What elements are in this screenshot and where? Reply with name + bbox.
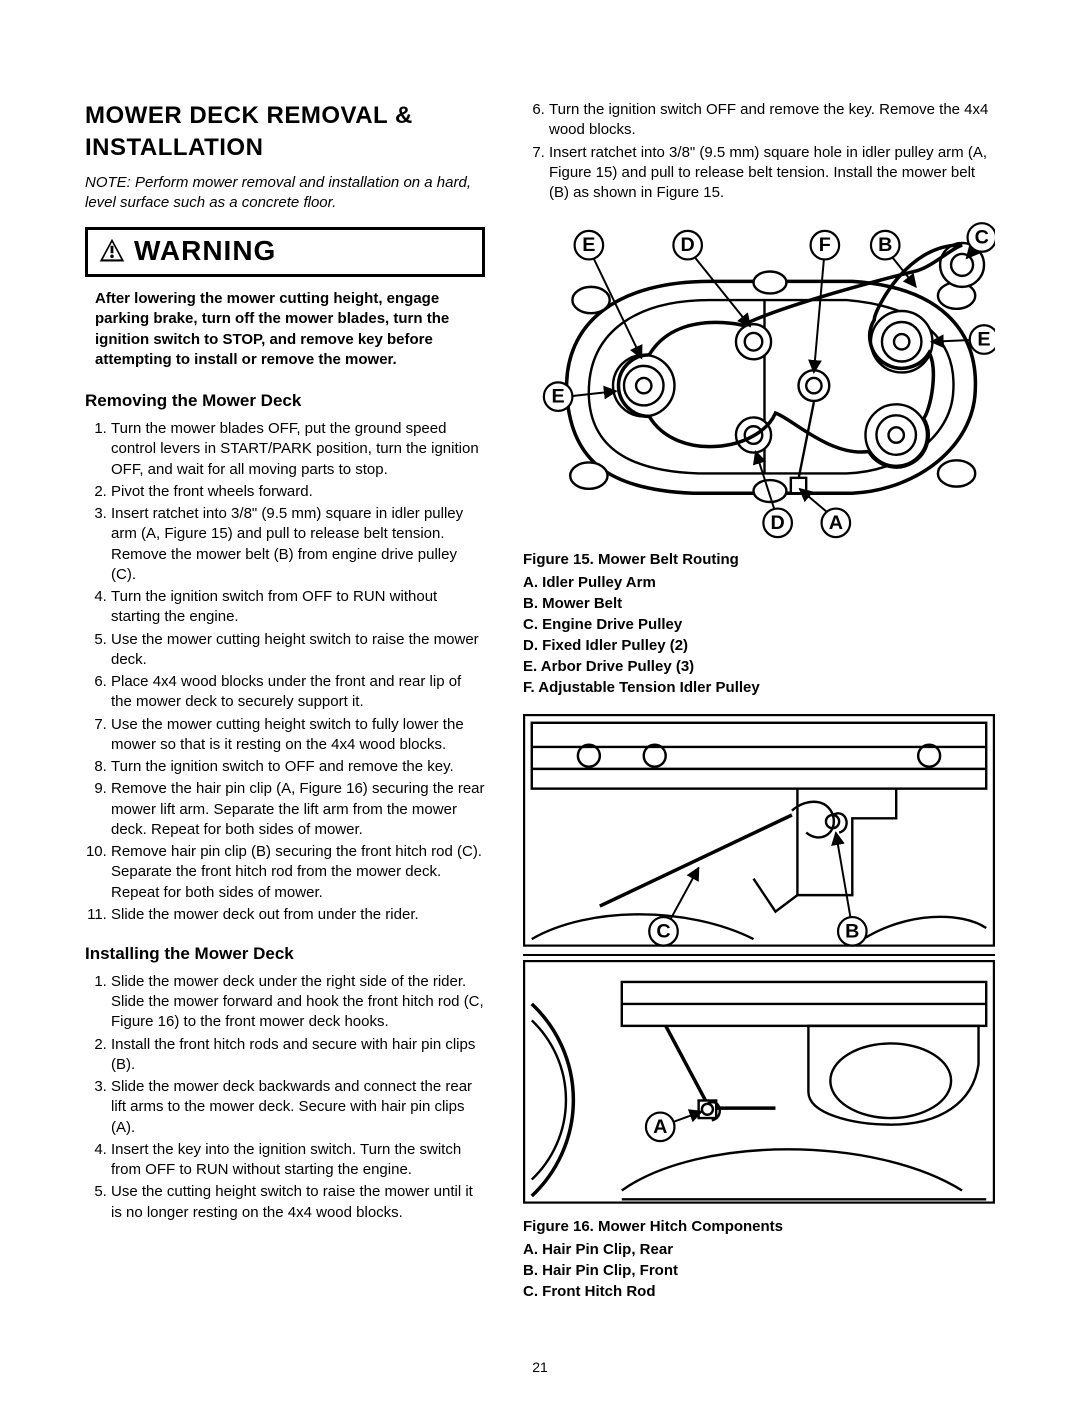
list-item: Remove the hair pin clip (A, Figure 16) …: [111, 779, 485, 840]
section-title: MOWER DECK REMOVAL & INSTALLATION: [85, 100, 485, 165]
figure-16-upper: C B: [523, 714, 995, 950]
list-item: Use the mower cutting height switch to f…: [111, 715, 485, 756]
list-item: Turn the ignition switch OFF and remove …: [549, 100, 995, 141]
callout-e: E: [582, 234, 595, 256]
list-item: Insert the key into the ignition switch.…: [111, 1140, 485, 1181]
removing-steps: Turn the mower blades OFF, put the groun…: [85, 419, 485, 925]
callout-c: C: [656, 920, 670, 942]
list-item: Turn the ignition switch to OFF and remo…: [111, 757, 485, 777]
list-item: Turn the mower blades OFF, put the groun…: [111, 419, 485, 480]
warning-triangle-icon: [98, 237, 126, 265]
installing-steps: Slide the mower deck under the right sid…: [85, 972, 485, 1223]
callout-a: A: [653, 1116, 667, 1138]
callout-e: E: [977, 329, 990, 351]
figure-16-lower: A: [523, 960, 995, 1207]
legend-item: D. Fixed Idler Pulley (2): [523, 635, 995, 656]
warning-banner: WARNING: [85, 227, 485, 277]
callout-d: D: [681, 234, 695, 256]
warning-text: After lowering the mower cutting height,…: [95, 289, 485, 370]
warning-heading: WARNING: [134, 232, 276, 270]
legend-item: F. Adjustable Tension Idler Pulley: [523, 677, 995, 698]
list-item: Slide the mower deck under the right sid…: [111, 972, 485, 1033]
legend-item: E. Arbor Drive Pulley (3): [523, 656, 995, 677]
figure-15-legend: A. Idler Pulley Arm B. Mower Belt C. Eng…: [523, 572, 995, 698]
list-item: Place 4x4 wood blocks under the front an…: [111, 672, 485, 713]
list-item: Pivot the front wheels forward.: [111, 482, 485, 502]
list-item: Insert ratchet into 3/8" (9.5 mm) square…: [111, 504, 485, 585]
callout-b: B: [878, 234, 892, 256]
list-item: Remove hair pin clip (B) securing the fr…: [111, 842, 485, 903]
list-item: Install the front hitch rods and secure …: [111, 1035, 485, 1076]
legend-item: B. Hair Pin Clip, Front: [523, 1260, 995, 1281]
callout-c: C: [975, 227, 989, 249]
figure-15: E D F B C E E D A: [523, 221, 995, 539]
callout-b: B: [845, 920, 859, 942]
list-item: Turn the ignition switch from OFF to RUN…: [111, 587, 485, 628]
legend-item: A. Hair Pin Clip, Rear: [523, 1239, 995, 1260]
list-item: Use the cutting height switch to raise t…: [111, 1182, 485, 1223]
page-number: 21: [85, 1358, 995, 1377]
callout-f: F: [819, 234, 831, 256]
legend-item: C. Front Hitch Rod: [523, 1281, 995, 1302]
installing-steps-cont: Turn the ignition switch OFF and remove …: [523, 100, 995, 203]
removing-heading: Removing the Mower Deck: [85, 390, 485, 413]
list-item: Slide the mower deck out from under the …: [111, 905, 485, 925]
list-item: Slide the mower deck backwards and conne…: [111, 1077, 485, 1138]
callout-d: D: [771, 512, 785, 534]
list-item: Use the mower cutting height switch to r…: [111, 630, 485, 671]
figure-16-caption: Figure 16. Mower Hitch Components: [523, 1217, 995, 1237]
section-note: NOTE: Perform mower removal and installa…: [85, 173, 485, 214]
figure-16-legend: A. Hair Pin Clip, Rear B. Hair Pin Clip,…: [523, 1239, 995, 1302]
installing-heading: Installing the Mower Deck: [85, 943, 485, 966]
legend-item: A. Idler Pulley Arm: [523, 572, 995, 593]
figure-15-caption: Figure 15. Mower Belt Routing: [523, 550, 995, 570]
callout-e: E: [552, 386, 565, 408]
list-item: Insert ratchet into 3/8" (9.5 mm) square…: [549, 143, 995, 204]
legend-item: C. Engine Drive Pulley: [523, 614, 995, 635]
callout-a: A: [829, 512, 843, 534]
legend-item: B. Mower Belt: [523, 593, 995, 614]
